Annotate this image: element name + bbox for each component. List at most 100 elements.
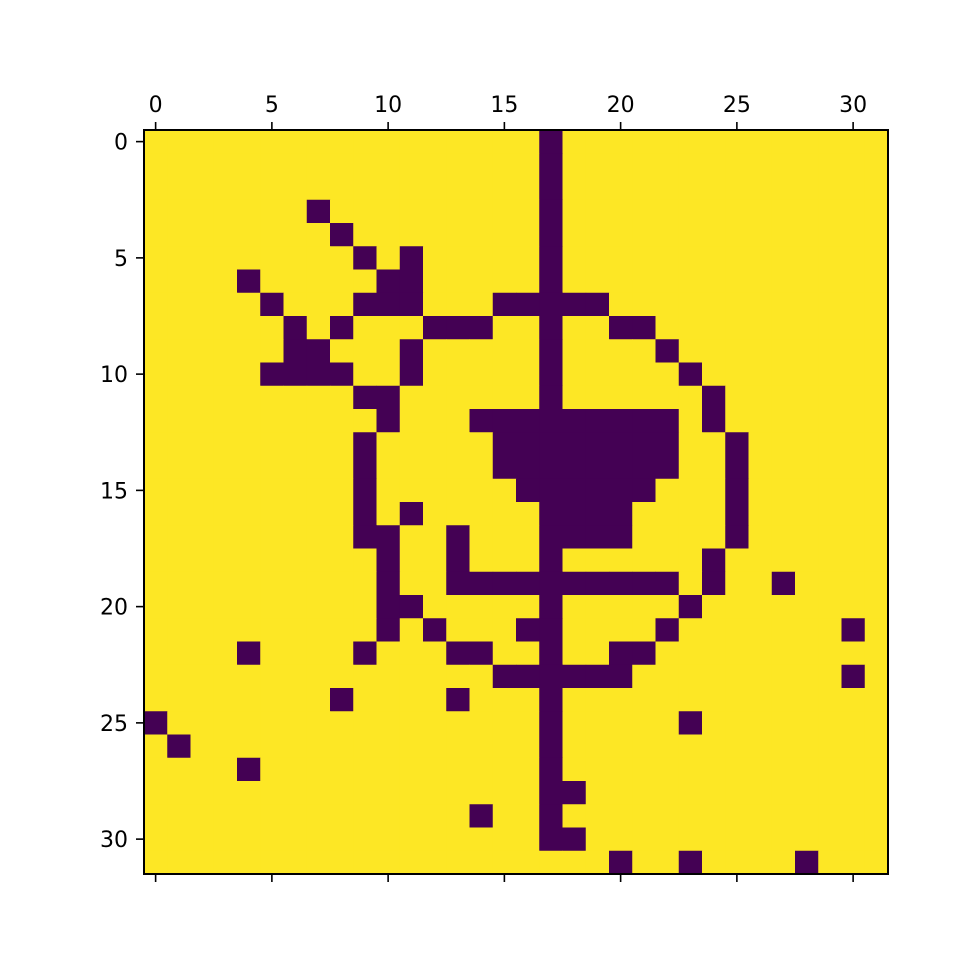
heatmap-cell	[423, 734, 447, 759]
heatmap-cell	[213, 223, 238, 247]
heatmap-cell	[748, 525, 773, 549]
heatmap-cell	[190, 199, 215, 224]
heatmap-cell	[399, 153, 424, 177]
heatmap-cell	[609, 641, 633, 666]
heatmap-cell	[190, 548, 215, 573]
heatmap-cell	[818, 199, 842, 224]
heatmap-cell	[330, 199, 354, 224]
heatmap-cell	[399, 757, 424, 782]
heatmap-cell	[330, 455, 354, 480]
heatmap-cell	[237, 641, 261, 666]
heatmap-cell	[818, 223, 842, 247]
heatmap-cell	[539, 455, 563, 480]
heatmap-cell	[516, 153, 540, 177]
heatmap-cell	[609, 734, 633, 759]
heatmap-cell	[446, 269, 470, 294]
heatmap-cell	[446, 781, 470, 805]
heatmap-cell	[864, 664, 889, 689]
heatmap-cell	[330, 664, 354, 689]
heatmap-cell	[353, 478, 377, 503]
heatmap-cell	[771, 525, 796, 549]
heatmap-cell	[771, 502, 796, 526]
heatmap-cell	[562, 734, 587, 759]
heatmap-cell	[585, 292, 610, 317]
heatmap-cell	[353, 595, 377, 619]
heatmap-cell	[771, 246, 796, 270]
heatmap-cell	[678, 478, 703, 503]
heatmap-cell	[818, 525, 842, 549]
heatmap-cell	[655, 827, 680, 852]
heatmap-cell	[376, 176, 401, 201]
heatmap-cell	[539, 571, 563, 596]
x-tick-label: 30	[839, 93, 867, 118]
heatmap-cell	[446, 339, 470, 363]
heatmap-cell	[306, 339, 331, 363]
heatmap-cell	[585, 199, 610, 224]
heatmap-cell	[260, 409, 284, 433]
heatmap-cell	[655, 176, 680, 201]
heatmap-cell	[376, 409, 401, 433]
heatmap-cell	[353, 781, 377, 805]
heatmap-cell	[330, 362, 354, 387]
heatmap-cell	[376, 688, 401, 712]
heatmap-cell	[655, 757, 680, 782]
heatmap-cell	[213, 246, 238, 270]
heatmap-cell	[237, 478, 261, 503]
heatmap-cell	[632, 223, 656, 247]
heatmap-cell	[609, 827, 633, 852]
heatmap-cell	[771, 362, 796, 387]
heatmap-cell	[283, 804, 308, 828]
heatmap-cell	[376, 850, 401, 875]
heatmap-cell	[795, 176, 819, 201]
heatmap-cell	[841, 734, 866, 759]
heatmap-cell	[306, 269, 331, 294]
heatmap-cell	[144, 339, 168, 363]
heatmap-cell	[678, 153, 703, 177]
heatmap-cell	[539, 688, 563, 712]
heatmap-cell	[144, 432, 168, 456]
heatmap-cell	[841, 618, 866, 642]
heatmap-cell	[818, 781, 842, 805]
heatmap-cell	[516, 502, 540, 526]
heatmap-cell	[655, 409, 680, 433]
heatmap-cell	[353, 316, 377, 340]
heatmap-cell	[144, 269, 168, 294]
heatmap-cell	[748, 618, 773, 642]
heatmap-cell	[376, 316, 401, 340]
heatmap-cell	[376, 223, 401, 247]
heatmap-cell	[399, 385, 424, 410]
heatmap-cell	[353, 548, 377, 573]
heatmap-cell	[748, 781, 773, 805]
heatmap-cell	[260, 385, 284, 410]
heatmap-cell	[702, 223, 726, 247]
heatmap-cell	[864, 246, 889, 270]
heatmap-cell	[423, 827, 447, 852]
heatmap-cell	[492, 339, 517, 363]
heatmap-cell	[144, 130, 168, 154]
heatmap-cell	[818, 153, 842, 177]
heatmap-cell	[492, 734, 517, 759]
heatmap-cell	[144, 804, 168, 828]
heatmap-cell	[283, 176, 308, 201]
x-axis-ticks: 0 5 10 15 20 25 30	[149, 93, 867, 882]
heatmap-cell	[678, 711, 703, 735]
heatmap-cell	[260, 595, 284, 619]
heatmap-cell	[585, 478, 610, 503]
heatmap-cell	[353, 571, 377, 596]
heatmap-cell	[190, 153, 215, 177]
heatmap-cell	[469, 804, 494, 828]
heatmap-cell	[864, 292, 889, 317]
heatmap-cell	[771, 316, 796, 340]
heatmap-cell	[562, 339, 587, 363]
heatmap-cell	[213, 571, 238, 596]
heatmap-cell	[399, 641, 424, 666]
heatmap-cell	[725, 571, 749, 596]
heatmap-cell	[492, 223, 517, 247]
heatmap-cell	[725, 339, 749, 363]
heatmap-cell	[353, 502, 377, 526]
heatmap-cell	[795, 223, 819, 247]
heatmap-cell	[376, 130, 401, 154]
heatmap-cell	[609, 548, 633, 573]
heatmap-cell	[237, 153, 261, 177]
heatmap-cell	[492, 130, 517, 154]
